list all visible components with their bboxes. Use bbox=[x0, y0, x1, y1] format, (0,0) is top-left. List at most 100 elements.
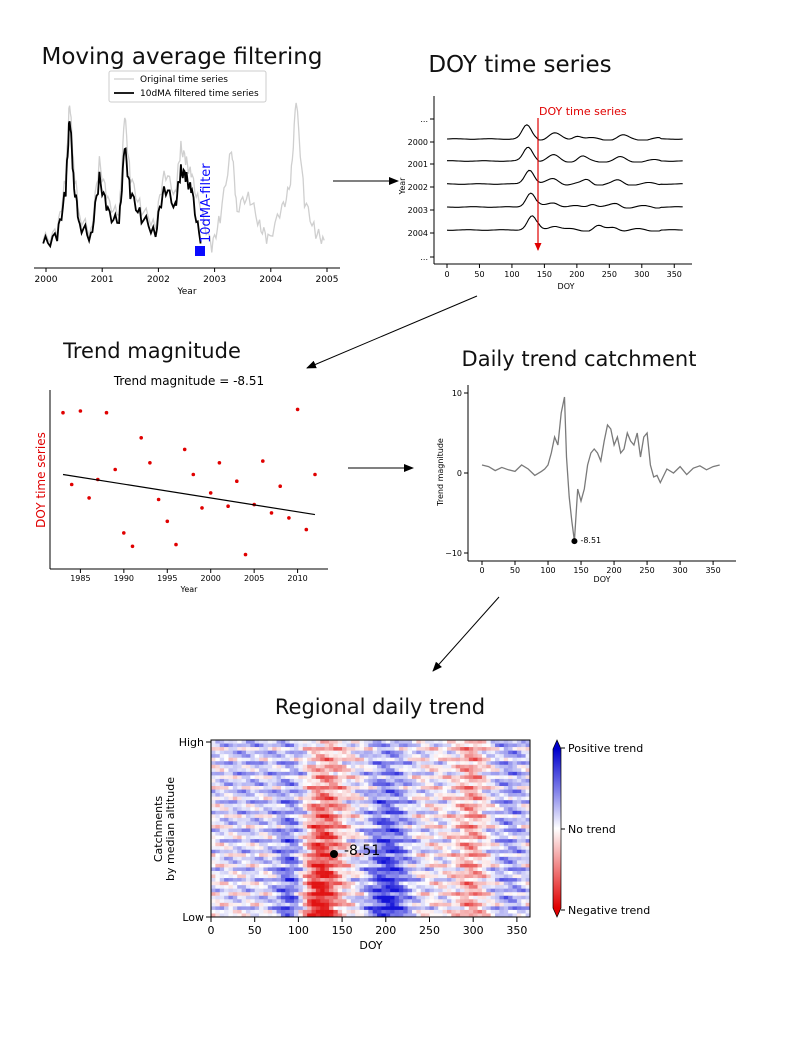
heatmap-cell bbox=[337, 853, 343, 858]
heatmap-cell bbox=[499, 775, 505, 780]
heatmap-cell bbox=[263, 750, 269, 755]
heatmap-cell bbox=[490, 824, 496, 829]
heatmap-cell bbox=[254, 817, 260, 822]
heatmap-cell bbox=[468, 853, 474, 858]
heatmap-cell bbox=[302, 740, 308, 744]
heatmap-cell bbox=[289, 786, 295, 790]
heatmap-cell bbox=[490, 771, 496, 776]
heatmap-cell bbox=[359, 839, 365, 843]
heatmap-cell bbox=[416, 881, 422, 886]
heatmap-cell bbox=[342, 810, 347, 815]
heatmap-cell bbox=[381, 902, 387, 907]
heatmap-cell bbox=[508, 895, 513, 900]
heatmap-cell bbox=[516, 892, 522, 897]
heatmap-cell bbox=[420, 743, 426, 748]
heatmap-cell bbox=[224, 771, 229, 776]
heatmap-cell bbox=[499, 881, 505, 886]
heatmap-cell bbox=[237, 754, 242, 758]
heatmap-cell bbox=[473, 775, 478, 780]
heatmap-cell bbox=[285, 761, 290, 766]
heatmap-cell bbox=[377, 906, 382, 911]
heatmap-cell bbox=[390, 778, 395, 783]
heatmap-cell bbox=[455, 853, 461, 858]
panel-doy-series: DOY time series ...20002001200220032004.… bbox=[398, 52, 692, 291]
heatmap-cell bbox=[259, 835, 264, 840]
heatmap-cell bbox=[280, 846, 286, 851]
heatmap-cell bbox=[503, 782, 509, 787]
heatmap-cell bbox=[276, 856, 282, 861]
heatmap-cell bbox=[237, 796, 242, 801]
heatmap-cell bbox=[385, 750, 391, 755]
heatmap-cell bbox=[464, 892, 470, 897]
heatmap-cell bbox=[521, 913, 526, 918]
heatmap-cell bbox=[302, 870, 308, 875]
heatmap-cell bbox=[425, 881, 430, 886]
heatmap-cell bbox=[324, 800, 330, 805]
heatmap-cell bbox=[429, 892, 435, 897]
heatmap-cell bbox=[468, 778, 474, 783]
heatmap-cell bbox=[429, 743, 435, 748]
heatmap-cell bbox=[372, 839, 378, 843]
heatmap-cell bbox=[473, 800, 478, 805]
heatmap-cell bbox=[381, 743, 387, 748]
heatmap-cell bbox=[468, 768, 474, 773]
heatmap-cell bbox=[460, 856, 465, 861]
heatmap-cell bbox=[337, 778, 343, 783]
heatmap-cell bbox=[289, 878, 295, 882]
heatmap-cell bbox=[311, 789, 317, 794]
heatmap-cell bbox=[359, 782, 365, 787]
heatmap-cell bbox=[280, 821, 286, 826]
heatmap-cell bbox=[211, 863, 216, 868]
heatmap-cell bbox=[416, 878, 422, 882]
heatmap-cell bbox=[359, 860, 365, 865]
heatmap-cell bbox=[215, 870, 221, 875]
heatmap-cell bbox=[333, 856, 339, 861]
heatmap-cell bbox=[241, 846, 247, 851]
heatmap-cell bbox=[495, 796, 500, 801]
heatmap-cell bbox=[377, 814, 382, 819]
heatmap-cell bbox=[250, 803, 255, 808]
heatmap-cell bbox=[377, 856, 382, 861]
heatmap-cell bbox=[259, 782, 264, 787]
heatmap-cell bbox=[503, 860, 509, 865]
heatmap-cell bbox=[416, 764, 422, 769]
heatmap-cell bbox=[416, 800, 422, 805]
heatmap-cell bbox=[241, 878, 247, 882]
heatmap-cell bbox=[232, 757, 238, 762]
heatmap-cell bbox=[429, 821, 435, 826]
heatmap-cell bbox=[512, 768, 518, 773]
heatmap-cell bbox=[407, 768, 413, 773]
panel-daily-trend: Daily trend catchment 100−10 0 50 100 150 20… bbox=[436, 347, 736, 584]
heatmap-cell bbox=[232, 768, 238, 773]
heatmap-cell bbox=[499, 807, 505, 812]
heatmap-cell bbox=[477, 853, 483, 858]
heatmap-cell bbox=[333, 892, 339, 897]
heatmap-cell bbox=[403, 778, 408, 783]
heatmap-cell bbox=[525, 817, 531, 822]
heatmap-cell bbox=[398, 747, 404, 751]
heatmap-cell bbox=[451, 899, 457, 904]
heatmap-cell bbox=[420, 817, 426, 822]
heatmap-cell bbox=[442, 885, 448, 889]
heatmap-cell bbox=[381, 874, 387, 879]
heatmap-cell bbox=[328, 793, 334, 797]
heatmap-cell bbox=[460, 757, 465, 762]
heatmap-cell bbox=[425, 821, 430, 826]
heatmap-cell bbox=[328, 764, 334, 769]
heatmap-cell bbox=[289, 888, 295, 893]
heatmap-cell bbox=[267, 860, 273, 865]
heatmap-cell bbox=[333, 750, 339, 755]
heatmap-cell bbox=[346, 747, 352, 751]
heatmap-cell bbox=[512, 895, 518, 900]
heatmap-cell bbox=[429, 860, 435, 865]
heatmap-cell bbox=[481, 757, 487, 762]
heatmap-cell bbox=[263, 771, 269, 776]
heatmap-cell bbox=[272, 775, 277, 780]
heatmap-cell bbox=[237, 839, 242, 843]
heatmap-cell bbox=[324, 775, 330, 780]
trend-line bbox=[62, 473, 316, 516]
heatmap-cell bbox=[328, 778, 334, 783]
heatmap-cell bbox=[477, 878, 483, 882]
heatmap-cell bbox=[267, 874, 273, 879]
heatmap-cell bbox=[311, 782, 317, 787]
